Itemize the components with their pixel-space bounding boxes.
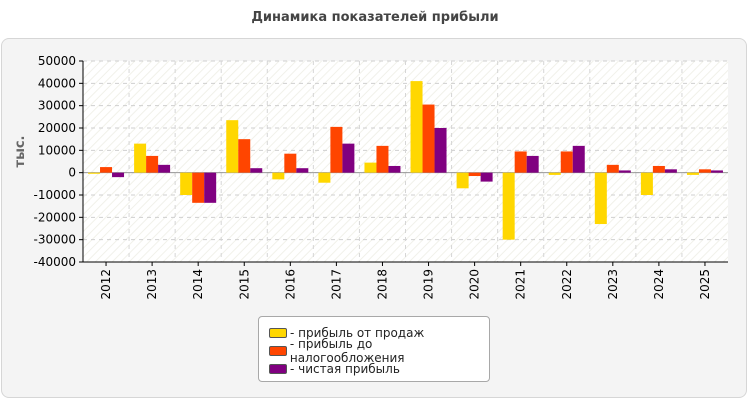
- bar-2014-series-2: [204, 172, 217, 203]
- bar-2016-series-0: [272, 172, 285, 180]
- bar-2020-series-2: [480, 172, 493, 182]
- bar-2014-series-1: [192, 172, 205, 203]
- x-tick-label: 2015: [237, 269, 251, 300]
- y-tick-label: 20000: [38, 121, 76, 135]
- bar-2017-series-1: [330, 126, 343, 173]
- bar-2018-series-1: [376, 145, 389, 173]
- bar-2012-series-2: [112, 172, 125, 178]
- bar-2025-series-2: [710, 170, 723, 173]
- y-tick-label: -40000: [33, 255, 76, 269]
- bar-2015-series-0: [226, 120, 239, 173]
- bar-2019-series-2: [434, 128, 447, 173]
- bar-2018-series-2: [388, 165, 401, 173]
- legend-item: - чистая прибыль: [269, 360, 489, 378]
- y-tick-label: -10000: [33, 188, 76, 202]
- bar-2022-series-1: [560, 151, 573, 173]
- x-tick-label: 2024: [652, 269, 666, 300]
- y-tick-label: 10000: [38, 143, 76, 157]
- chart-title: Динамика показателей прибыли: [251, 10, 499, 25]
- legend-item: - прибыль до налогообложения: [269, 337, 489, 365]
- y-tick-label: -30000: [33, 233, 76, 247]
- bar-2023-series-2: [618, 170, 631, 173]
- y-tick-label: 30000: [38, 99, 76, 113]
- bar-2020-series-0: [456, 172, 469, 189]
- x-tick-label: 2012: [99, 269, 113, 300]
- bar-2015-series-2: [250, 168, 263, 173]
- x-tick-label: 2016: [283, 269, 297, 300]
- x-tick-label: 2013: [145, 269, 159, 300]
- x-tick-label: 2021: [514, 269, 528, 300]
- y-tick-label: 0: [68, 166, 76, 180]
- legend-label: - чистая прибыль: [290, 362, 400, 376]
- bar-2021-series-0: [502, 172, 515, 240]
- x-tick-label: 2025: [698, 269, 712, 300]
- legend-label: - прибыль от продаж: [290, 326, 425, 340]
- bar-2023-series-1: [606, 164, 619, 173]
- x-tick-label: 2022: [560, 269, 574, 300]
- y-tick-label: -20000: [33, 210, 76, 224]
- bar-2024-series-1: [652, 165, 665, 173]
- bar-2025-series-1: [698, 169, 711, 173]
- bar-2017-series-2: [342, 143, 355, 173]
- x-tick-label: 2023: [606, 269, 620, 300]
- y-tick-label: 40000: [38, 76, 76, 90]
- x-tick-label: 2020: [468, 269, 482, 300]
- legend-swatch: [269, 364, 287, 374]
- bar-2025-series-0: [686, 172, 699, 175]
- bar-2019-series-0: [410, 81, 423, 173]
- legend: - прибыль от продаж - прибыль до налогооб…: [258, 316, 490, 382]
- x-tick-label: 2017: [329, 269, 343, 300]
- legend-swatch: [269, 328, 287, 338]
- bar-2017-series-0: [318, 172, 331, 183]
- bar-2023-series-0: [594, 172, 607, 225]
- bar-2019-series-1: [422, 104, 435, 173]
- bar-2014-series-0: [180, 172, 193, 195]
- bar-2018-series-0: [364, 162, 377, 173]
- bar-2012-series-1: [100, 167, 113, 173]
- x-tick-label: 2019: [422, 269, 436, 300]
- bar-2012-series-0: [88, 172, 101, 174]
- bar-2016-series-2: [296, 168, 309, 173]
- x-tick-label: 2014: [191, 269, 205, 300]
- bar-2020-series-1: [468, 172, 481, 177]
- bar-2024-series-2: [664, 169, 677, 173]
- x-tick-label: 2018: [375, 269, 389, 300]
- bar-2013-series-0: [134, 143, 147, 173]
- y-axis-title: тыс.: [13, 136, 28, 168]
- bar-2022-series-2: [572, 145, 585, 173]
- bar-2013-series-1: [146, 155, 159, 173]
- legend-swatch: [269, 346, 287, 356]
- bar-2022-series-0: [548, 172, 561, 175]
- legend-label: - прибыль до налогообложения: [289, 337, 405, 365]
- legend-item: - прибыль от продаж: [269, 324, 489, 342]
- bar-2015-series-1: [238, 139, 251, 173]
- bar-2021-series-1: [514, 151, 527, 173]
- y-tick-label: 50000: [38, 54, 76, 68]
- bar-2021-series-2: [526, 155, 539, 173]
- bar-2013-series-2: [158, 164, 171, 173]
- bar-2024-series-0: [640, 172, 653, 195]
- bar-2016-series-1: [284, 153, 297, 173]
